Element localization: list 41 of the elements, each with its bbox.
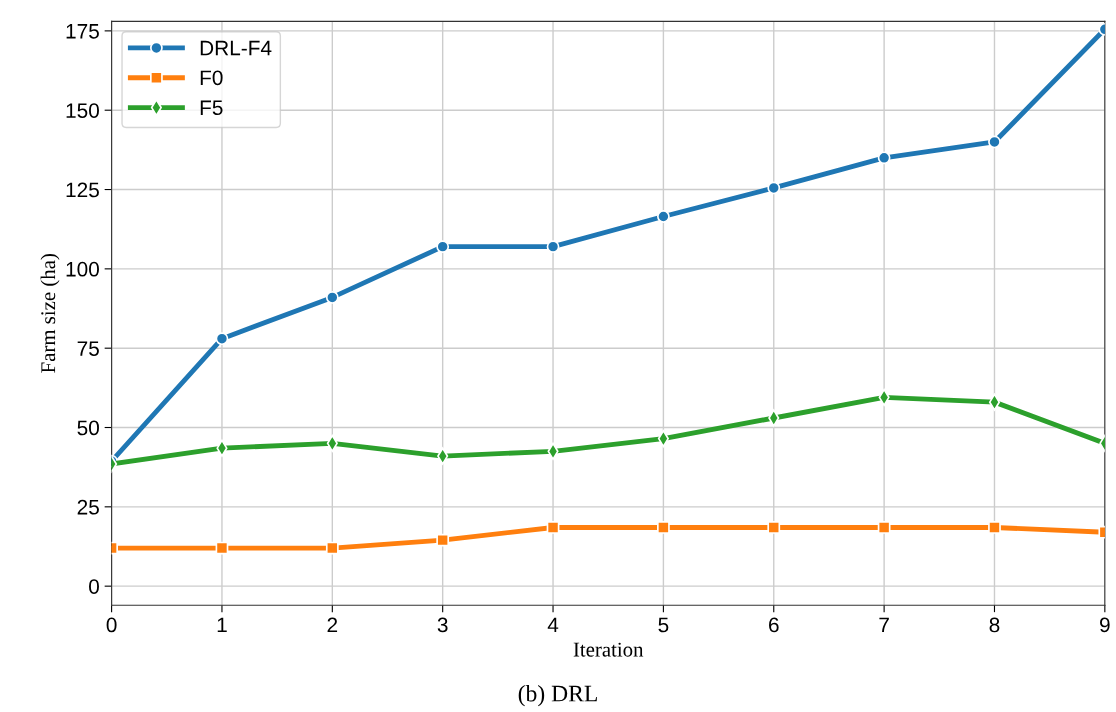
x-tick-label: 7 [879, 617, 889, 633]
y-axis-title: Farm size (ha) [40, 254, 60, 373]
point [988, 135, 1001, 149]
point [546, 521, 560, 534]
legend-label: DRL-F4 [200, 40, 272, 56]
point [325, 541, 339, 555]
point [215, 541, 229, 555]
x-tick-label: 3 [437, 617, 448, 633]
legend-label: F5 [200, 100, 223, 116]
point [877, 151, 891, 165]
point [436, 533, 450, 547]
point [215, 332, 229, 346]
legend-label: F0 [200, 70, 223, 86]
point [988, 393, 1001, 411]
x-tick-label: 6 [769, 617, 779, 633]
y-tick-label: 75 [77, 341, 99, 356]
x-tick-label: 8 [989, 617, 1000, 633]
point [767, 181, 781, 195]
x-tick-label: 4 [547, 617, 559, 633]
x-tick-label: 2 [327, 617, 338, 633]
point [657, 521, 670, 534]
point [657, 210, 670, 223]
point [767, 521, 781, 534]
y-tick-label: 175 [66, 24, 99, 39]
y-tick-label: 100 [66, 261, 99, 277]
y-tick-label: 50 [77, 420, 99, 436]
text: (b) DRL [518, 684, 597, 707]
y-tick-label: 125 [66, 182, 99, 198]
x-axis-title: Iteration [573, 642, 644, 657]
point [325, 291, 339, 304]
y-tick-label: 25 [77, 499, 99, 515]
x-tick-label: 1 [217, 617, 227, 633]
point [988, 521, 1001, 534]
y-tick-label: 150 [66, 103, 99, 118]
point [436, 240, 450, 254]
point [877, 521, 891, 534]
point [546, 240, 560, 254]
x-tick-label: 0 [106, 617, 117, 633]
y-tick-label: 0 [89, 579, 99, 594]
x-tick-label: 5 [658, 617, 669, 633]
x-tick-label: 9 [1100, 617, 1110, 633]
